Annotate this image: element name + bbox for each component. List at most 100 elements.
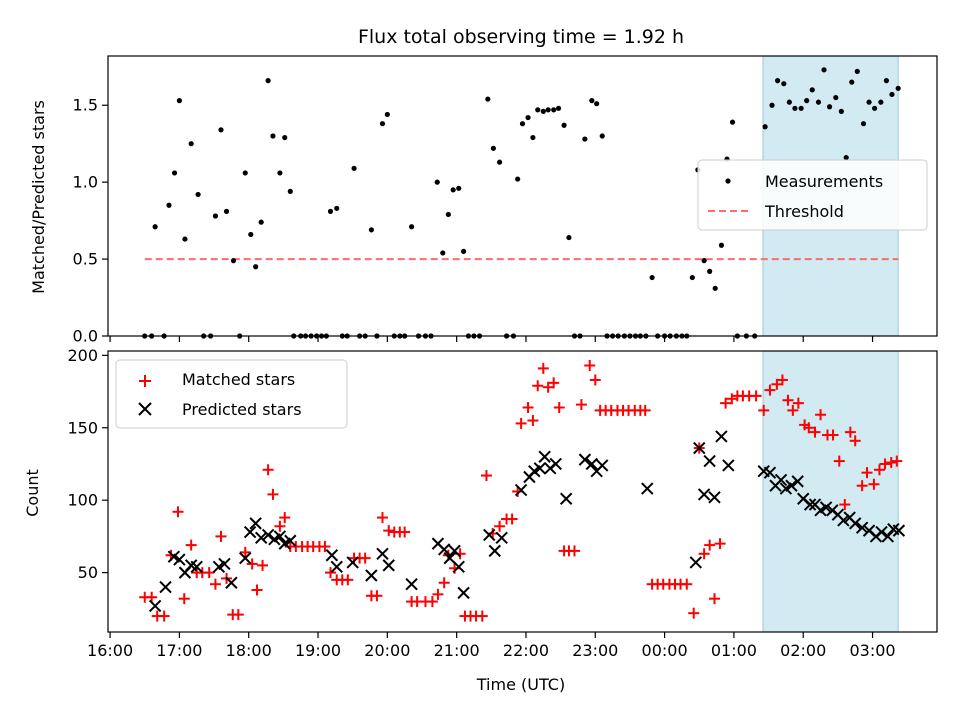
predicted-star-point: [697, 488, 711, 501]
measurement-point: [854, 68, 860, 74]
measurement-point: [195, 191, 201, 198]
matched-star-point: [239, 546, 251, 558]
bottom-ytick-label: 200: [67, 346, 98, 365]
matched-star-point: [792, 397, 804, 409]
predicted-star-point: [578, 453, 592, 466]
predicted-star-point: [722, 459, 735, 472]
matched-star-point: [251, 584, 263, 596]
matched-star-point: [688, 607, 700, 619]
top-ytick-label: 1.0: [73, 173, 98, 192]
matched-star-point: [342, 574, 354, 586]
matched-star-point: [522, 401, 534, 413]
matched-star-point: [879, 458, 891, 470]
matched-star-point: [568, 545, 580, 557]
measurement-point: [188, 141, 194, 147]
matched-star-point: [720, 397, 732, 409]
measurement-point: [707, 268, 713, 274]
bottom-ytick-label: 100: [67, 491, 98, 510]
measurement-point: [792, 105, 798, 111]
bottom-x-axis-label: Time (UTC): [476, 675, 565, 694]
predicted-star-point: [148, 599, 162, 613]
matched-star-point: [494, 520, 506, 532]
matched-star-point: [714, 538, 726, 550]
measurement-point: [551, 107, 557, 113]
matched-star-point: [891, 455, 903, 467]
measurement-point: [718, 242, 725, 248]
bottom-y-axis-label: Count: [23, 469, 42, 517]
measurement-point: [555, 105, 562, 111]
legend-measurements-label: Measurements: [765, 172, 883, 191]
matched-star-point: [426, 596, 438, 608]
matched-star-point: [548, 377, 560, 389]
measurement-point: [497, 159, 503, 165]
predicted-star-point: [330, 560, 343, 574]
measurement-point: [866, 99, 872, 105]
matched-star-point: [257, 559, 269, 571]
measurement-point: [849, 79, 855, 85]
predicted-star-point: [803, 498, 817, 511]
matched-star-point: [809, 426, 821, 438]
measurement-point: [434, 179, 440, 185]
measurement-point: [152, 224, 158, 230]
bottom-xtick-label: 17:00: [156, 641, 202, 660]
predicted-star-point: [708, 491, 721, 504]
legend-matched-label: Matched stars: [182, 370, 295, 389]
matched-star-point: [371, 590, 383, 602]
measurement-point: [540, 108, 546, 114]
matched-star-point: [203, 567, 215, 579]
measurement-point: [815, 99, 822, 105]
measurement-point: [599, 133, 605, 139]
matched-star-point: [542, 381, 554, 393]
measurement-point: [781, 81, 787, 87]
predicted-star-point: [538, 450, 551, 463]
legend-threshold-label: Threshold: [764, 202, 844, 221]
matched-star-point: [172, 506, 184, 518]
measurement-point: [762, 124, 768, 130]
legend-measurements-marker: [725, 178, 731, 184]
measurement-point: [450, 187, 456, 193]
predicted-star-point: [382, 559, 395, 572]
matched-star-point: [515, 417, 527, 429]
measurement-point: [440, 250, 446, 256]
predicted-star-point: [273, 530, 287, 543]
measurement-point: [525, 114, 531, 121]
bottom-y-ticks: 50 100 150 200: [67, 346, 108, 582]
measurement-point: [408, 224, 415, 230]
measurement-point: [843, 154, 849, 161]
top-ytick-label: 0.0: [73, 327, 98, 346]
measurement-point: [701, 258, 707, 264]
measurement-point: [182, 236, 188, 242]
measurement-point: [456, 185, 462, 191]
predicted-star-point: [249, 517, 262, 530]
measurement-point: [872, 105, 878, 111]
legend-matched-marker: [139, 375, 151, 387]
matched-star-point: [758, 404, 770, 416]
bottom-matched-points: [139, 359, 903, 622]
measurement-point: [530, 134, 536, 141]
measurement-point: [176, 98, 182, 104]
matched-star-point: [750, 390, 762, 402]
measurement-point: [212, 213, 219, 219]
predicted-star-point: [488, 544, 501, 558]
measurement-point: [561, 122, 567, 128]
measurement-point: [242, 170, 248, 176]
matched-star-point: [849, 435, 861, 447]
measurement-point: [545, 107, 551, 113]
predicted-star-point: [514, 483, 528, 497]
predicted-star-point: [849, 517, 862, 530]
measurement-point: [265, 78, 271, 84]
top-x-ticks: [109, 336, 874, 342]
matched-star-point: [506, 513, 518, 525]
predicted-star-point: [881, 530, 894, 543]
measurement-point: [515, 176, 521, 182]
measurement-point: [774, 78, 781, 84]
predicted-star-point: [533, 462, 547, 475]
predicted-star-point: [549, 457, 562, 471]
predicted-star-point: [774, 473, 788, 487]
legend-predicted-marker: [138, 402, 152, 416]
matched-star-point: [279, 512, 291, 524]
matched-star-point: [861, 467, 873, 479]
matched-star-point: [267, 488, 279, 500]
top-ytick-label: 0.5: [73, 250, 98, 269]
